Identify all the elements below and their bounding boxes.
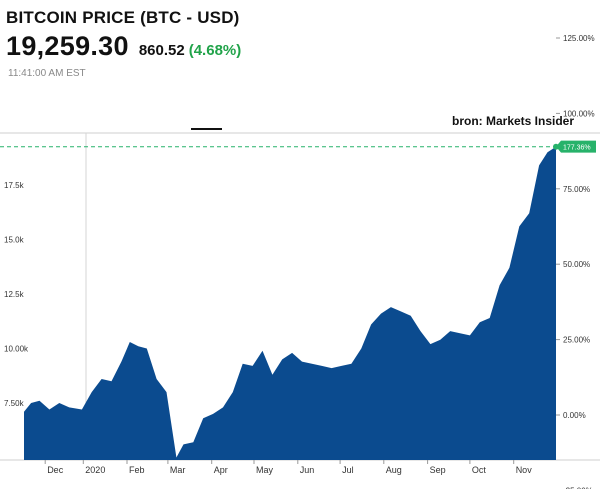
source-credit: bron: Markets Insider: [452, 114, 575, 128]
x-tick-label: Aug: [386, 465, 402, 475]
y-right-tick-label: -25.00%: [563, 486, 593, 489]
y-axis-right: -25.00% 0.00% 25.00% 50.00% 75.00% 100.00% 125…: [556, 34, 595, 489]
y-left-tick-label: 17.5k: [4, 181, 25, 190]
y-right-tick-label: 75.00%: [563, 185, 590, 194]
x-tick-label: Oct: [472, 465, 487, 475]
x-tick-label: Sep: [430, 465, 446, 475]
price-change-percent: (4.68%): [188, 42, 242, 59]
x-tick-label: May: [256, 465, 274, 475]
x-axis: Dec 2020 Feb Mar Apr May Jun Jul Aug Sep Oct Nov: [44, 460, 533, 475]
page-title: BITCOIN PRICE (BTC - USD): [6, 8, 240, 27]
timestamp: 11:41:00 AM EST: [8, 68, 86, 79]
current-price: 19,259.30: [6, 31, 129, 61]
x-tick-label: Nov: [516, 465, 533, 475]
x-tick-label: 2020: [85, 465, 105, 475]
price-row: 19,259.30 860.52 (4.68%): [6, 31, 241, 62]
y-axis-left: 7.50k 10.00k 12.5k 15.0k 17.5k: [4, 181, 29, 408]
x-tick-label: Apr: [214, 465, 228, 475]
y-right-tick-label: 25.00%: [563, 336, 590, 345]
y-left-tick-label: 15.0k: [4, 236, 25, 245]
y-right-tick-label: 125.00%: [563, 34, 595, 43]
tab-selected-indicator: [191, 128, 222, 130]
x-tick-label: Jun: [300, 465, 315, 475]
price-area: [24, 146, 556, 460]
change-badge-shape: [556, 140, 596, 153]
x-tick-label: Jul: [342, 465, 354, 475]
y-left-tick-label: 12.5k: [4, 290, 25, 299]
change-badge: 177.36%: [556, 140, 596, 153]
change-badge-label: 177.36%: [563, 144, 591, 151]
y-right-tick-label: 100.00%: [563, 109, 595, 118]
x-tick-label: Dec: [47, 465, 64, 475]
y-left-tick-label: 7.50k: [4, 399, 25, 408]
x-tick-label: Feb: [129, 465, 145, 475]
y-left-tick-label: 10.00k: [4, 345, 29, 354]
y-right-tick-label: 0.00%: [563, 411, 586, 420]
price-change: 860.52: [138, 42, 185, 59]
x-tick-label: Mar: [170, 465, 186, 475]
y-right-tick-label: 50.00%: [563, 260, 590, 269]
